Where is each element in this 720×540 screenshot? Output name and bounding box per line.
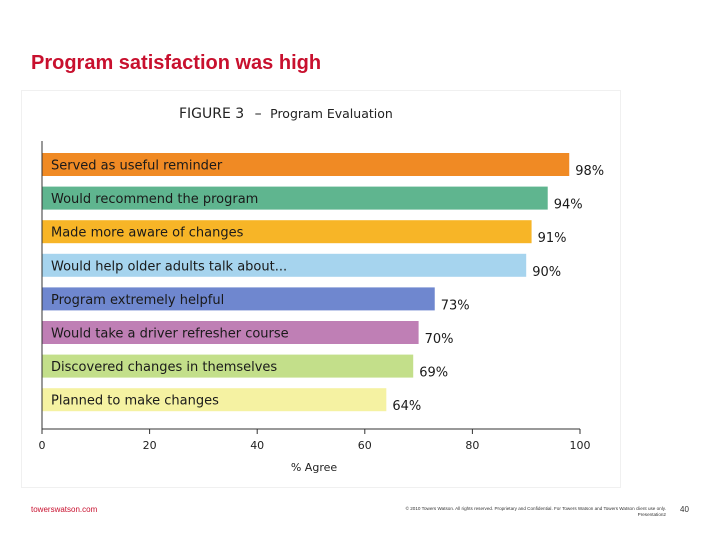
figure-frame: FIGURE 3 – Program Evaluation Served as … [22, 91, 620, 487]
bar-label: Would help older adults talk about... [51, 259, 287, 274]
chart-title: FIGURE 3 – Program Evaluation [179, 106, 393, 122]
x-tick-label: 0 [39, 439, 46, 452]
x-axis: 0 20 40 60 80 100 [39, 141, 591, 452]
value-label: 64% [392, 399, 421, 414]
figure-label: FIGURE 3 [179, 106, 244, 122]
footer-site[interactable]: towerswatson.com [31, 505, 98, 514]
value-label: 91% [538, 231, 567, 246]
x-tick-label: 60 [358, 439, 372, 452]
bar-would-help-older-adults-talk-about [42, 253, 527, 277]
bar-label: Made more aware of changes [51, 226, 244, 241]
bars-group: Served as useful reminder 98% Would recomm… [42, 153, 604, 414]
x-tick-label: 20 [143, 439, 157, 452]
bar-made-more-aware-of-changes [42, 220, 532, 244]
footer-presentation: Presentation2 [637, 512, 666, 517]
x-tick-label: 40 [250, 439, 264, 452]
bar-label: Would take a driver refresher course [51, 327, 289, 342]
bar-discovered-changes-in-themselves [42, 354, 414, 378]
value-label: 73% [441, 298, 470, 313]
value-label: 69% [419, 366, 448, 381]
bar-label: Program extremely helpful [51, 293, 224, 308]
bar-label: Planned to make changes [51, 394, 219, 409]
slide-title: Program satisfaction was high [31, 52, 322, 74]
footer-copyright-text: © 2010 Towers Watson. All rights reserve… [405, 506, 666, 511]
x-tick-label: 80 [465, 439, 479, 452]
bar-program-extremely-helpful [42, 287, 435, 311]
x-axis-label: % Agree [291, 461, 338, 474]
value-label: 94% [554, 198, 583, 213]
bar-planned-to-make-changes [42, 388, 387, 412]
bar-label: Would recommend the program [51, 192, 258, 207]
bar-chart: FIGURE 3 – Program Evaluation Served as … [39, 106, 605, 474]
bar-label: Served as useful reminder [51, 159, 223, 174]
chart-title-text: Program Evaluation [270, 106, 393, 121]
page-number: 40 [680, 505, 689, 514]
value-label: 70% [425, 332, 454, 347]
footer-copyright: © 2010 Towers Watson. All rights reserve… [310, 506, 666, 518]
value-label: 98% [575, 164, 604, 179]
bar-would-take-a-driver-refresher-course [42, 321, 419, 344]
bar-would-recommend-the-program [42, 186, 548, 210]
value-label: 90% [532, 265, 561, 280]
bar-label: Discovered changes in themselves [51, 360, 277, 375]
bar-served-as-useful-reminder [42, 153, 570, 176]
figure-dash: – [255, 106, 262, 122]
x-tick-label: 100 [570, 439, 591, 452]
